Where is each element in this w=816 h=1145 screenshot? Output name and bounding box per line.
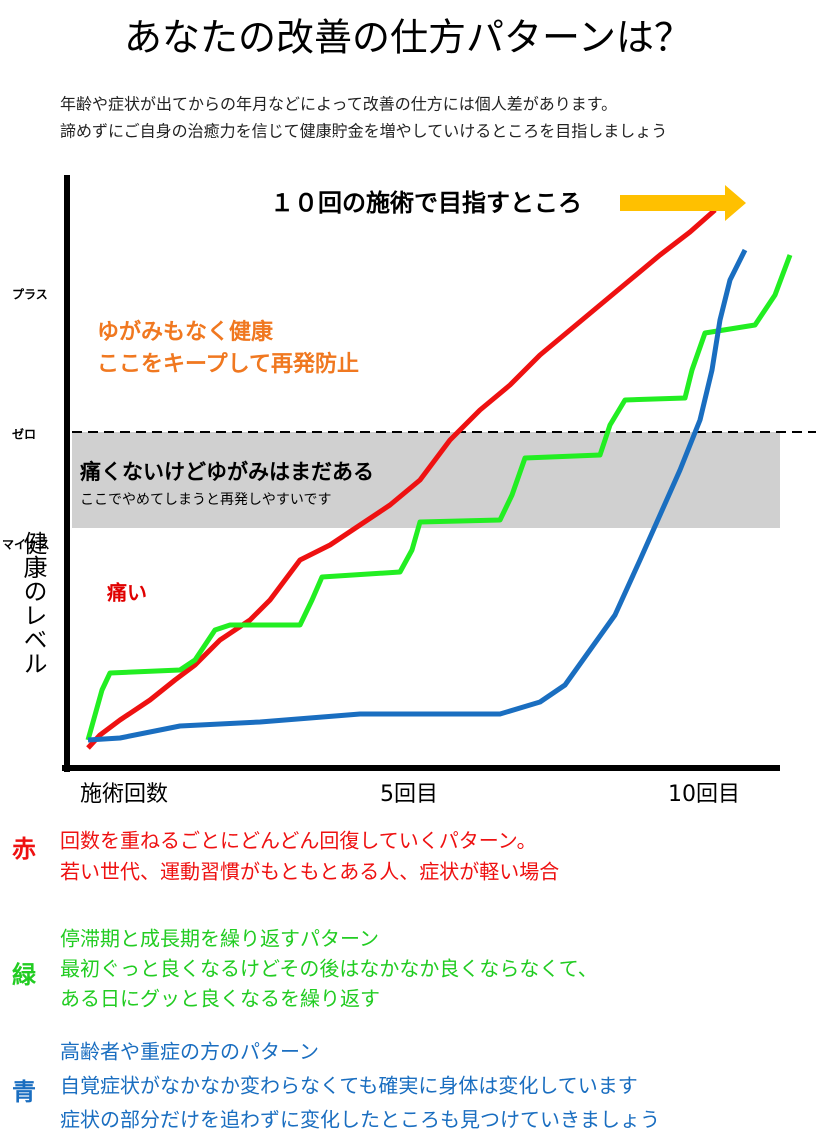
green-curve xyxy=(85,254,793,741)
zone-label: ゆがみもなく健康 xyxy=(97,319,274,345)
legend-text: 停滞期と成長期を繰り返すパターン xyxy=(60,927,379,951)
legend-text: 回数を重ねるごとにどんどん回復していくパターン。 xyxy=(60,829,537,853)
legend-text: 最初ぐっと良くなるけどその後はなかなか良くならなくて、 xyxy=(60,957,598,981)
legend: 赤回数を重ねるごとにどんどん回復していくパターン。若い世代、運動習慣がもともとあ… xyxy=(12,829,660,1132)
legend-text: 若い世代、運動習慣がもともとある人、症状が軽い場合 xyxy=(60,860,559,884)
y-label: マイナス xyxy=(2,538,50,552)
blue-curve xyxy=(87,248,748,743)
legend-text: 症状の部分だけを追わずに変化したところも見つけていきましょう xyxy=(60,1108,660,1132)
intro: 年齢や症状が出てからの年月などによって改善の仕方には個人差があります。 xyxy=(60,95,617,114)
x-label: 5回目 xyxy=(380,782,438,807)
legend-key: 赤 xyxy=(12,835,36,863)
goal-arrow xyxy=(620,185,746,221)
y-axis-title: 健康のレベル xyxy=(19,531,47,675)
legend-key: 青 xyxy=(12,1078,36,1106)
goal-label: １０回の施術で目指すところ xyxy=(270,189,582,217)
x-label: 10回目 xyxy=(668,782,740,807)
x-label: 施術回数 xyxy=(80,782,168,807)
red-curve xyxy=(86,208,717,750)
zone-note: ここでやめてしまうと再発しやすいです xyxy=(80,492,331,508)
title: あなたの改善の仕方パターンは？ xyxy=(124,16,692,60)
zone-label: 痛い xyxy=(107,581,147,605)
intro: 諦めずにご自身の治癒力を信じて健康貯金を増やしていけるところを目指しましょう xyxy=(60,122,667,141)
zone-label: 痛くないけどゆがみはまだある xyxy=(80,460,374,484)
legend-key: 緑 xyxy=(12,961,37,989)
legend-text: 高齢者や重症の方のパターン xyxy=(60,1040,319,1064)
zone-label: ここをキープして再発防止 xyxy=(97,352,359,377)
legend-text: ある日にグッと良くなるを繰り返す xyxy=(60,987,380,1011)
y-label: ゼロ xyxy=(12,427,36,442)
y-label: プラス xyxy=(12,287,48,302)
y-axis-title: 健康のレベル xyxy=(19,531,47,675)
legend-text: 自覚症状がなかなか変わらなくても確実に身体は変化しています xyxy=(60,1074,638,1098)
